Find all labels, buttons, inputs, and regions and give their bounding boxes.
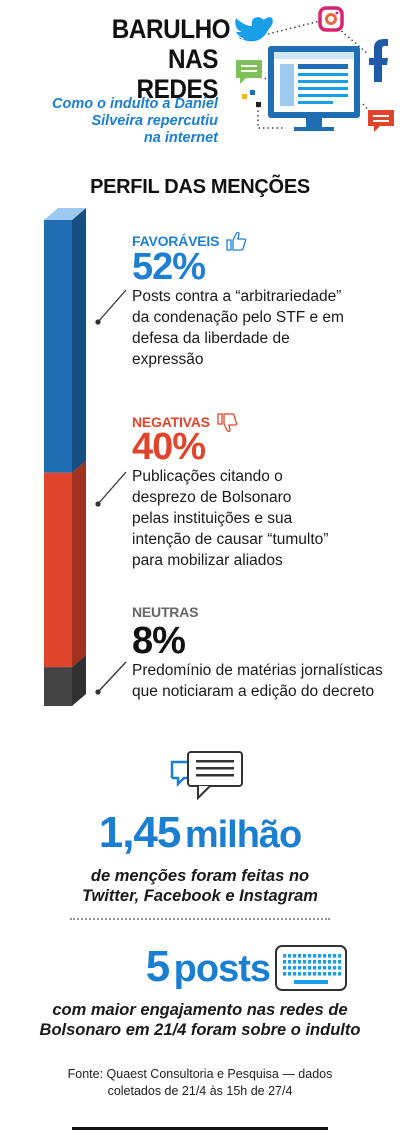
value-label: 8% [132,620,186,662]
title-line-1: BARULHO [111,14,231,44]
description-line: que noticiaram a edição do decreto [132,683,375,700]
category-label: NEGATIVAS [132,414,210,430]
footer-rule [72,1127,328,1130]
category-negativas: NEGATIVAS [132,410,238,434]
facebook-icon [369,39,388,82]
description-line: para mobilizar aliados [132,552,283,569]
stat-value: 5 [145,942,171,991]
source-line: coletados de 21/4 às 15h de 27/4 [107,1084,293,1098]
category-label: NEUTRAS [132,604,199,620]
stat-unit: posts [173,948,271,990]
source-line: Fonte: Quaest Consultoria e Pesquisa — d… [67,1067,333,1081]
description-line: Publicações citando o [132,468,283,485]
stat-description: com maior engajamento nas redes de Bolso… [0,1000,400,1040]
stat-posts: 5 posts [110,942,271,992]
chat-bubbles-icon [170,751,243,801]
social-media-illustration [235,6,394,132]
category-description: Posts contra a “arbitrariedade” da conde… [132,286,392,370]
message-bubble-icon [368,110,394,132]
bar-segment-side-2 [72,655,86,706]
bar-top-cap [44,208,86,220]
source-note: Fonte: Quaest Consultoria e Pesquisa — d… [0,1066,400,1100]
value-label: 52% [132,246,206,288]
stat-unit: milhão [184,814,302,856]
category-description: Predomínio de matérias jornalísticas que… [132,660,396,702]
stat-value: 1,45 [98,808,182,857]
section-title: PERFIL DAS MENÇÕES [90,176,310,198]
subtitle-line-1: Como o indulto a Daniel [52,96,218,112]
divider [70,918,330,920]
value-label: 40% [132,426,206,468]
subtitle-line-3: na internet [143,130,218,146]
description-line: expressão [132,351,204,368]
stat-line: de menções foram feitas no [90,867,310,885]
bar-segment-side-0 [72,208,86,473]
category-label: FAVORÁVEIS [132,233,220,249]
description-line: Posts contra a “arbitrariedade” [132,288,342,305]
description-line: Predomínio de matérias jornalísticas [132,662,383,679]
description-line: desprezo de Bolsonaro [132,489,292,506]
twitter-icon [235,17,273,42]
description-line: pelas instituições e sua [132,510,293,527]
bar-segment-side-1 [72,460,86,668]
description-line: da condenação pelo STF e em [132,309,344,326]
keyboard-icon [275,945,347,991]
page-title: BARULHO NAS REDES [111,14,231,104]
description-line: defesa da liberdade de [132,330,290,347]
monitor-icon [268,46,360,131]
subtitle-line-2: Silveira repercutiu [91,113,218,129]
thumbs-down-icon [217,413,238,433]
stat-mentions: 1,45 milhão [0,808,400,858]
page-subtitle: Como o indulto a Daniel Silveira repercu… [20,96,218,147]
category-description: Publicações citando o desprezo de Bolson… [132,466,392,571]
bar-segment-1 [44,472,72,668]
stat-description: de menções foram feitas no Twitter, Face… [0,866,400,906]
description-line: intenção de causar “tumulto” [132,531,329,548]
stat-line: Twitter, Facebook e Instagram [82,887,318,905]
stacked-bar-chart [44,208,86,706]
thumbs-up-icon [226,231,247,251]
category-favoraveis: FAVORÁVEIS [132,230,247,252]
bar-segment-0 [44,220,72,473]
bar-segment-2 [44,667,72,706]
stat-line: com maior engajamento nas redes de [52,1001,348,1019]
chat-bubble-icon [236,60,262,84]
stat-line: Bolsonaro em 21/4 foram sobre o indulto [39,1021,361,1039]
title-line-2: NAS REDES [136,44,219,104]
leader-lines [95,289,127,695]
instagram-icon [318,6,344,32]
